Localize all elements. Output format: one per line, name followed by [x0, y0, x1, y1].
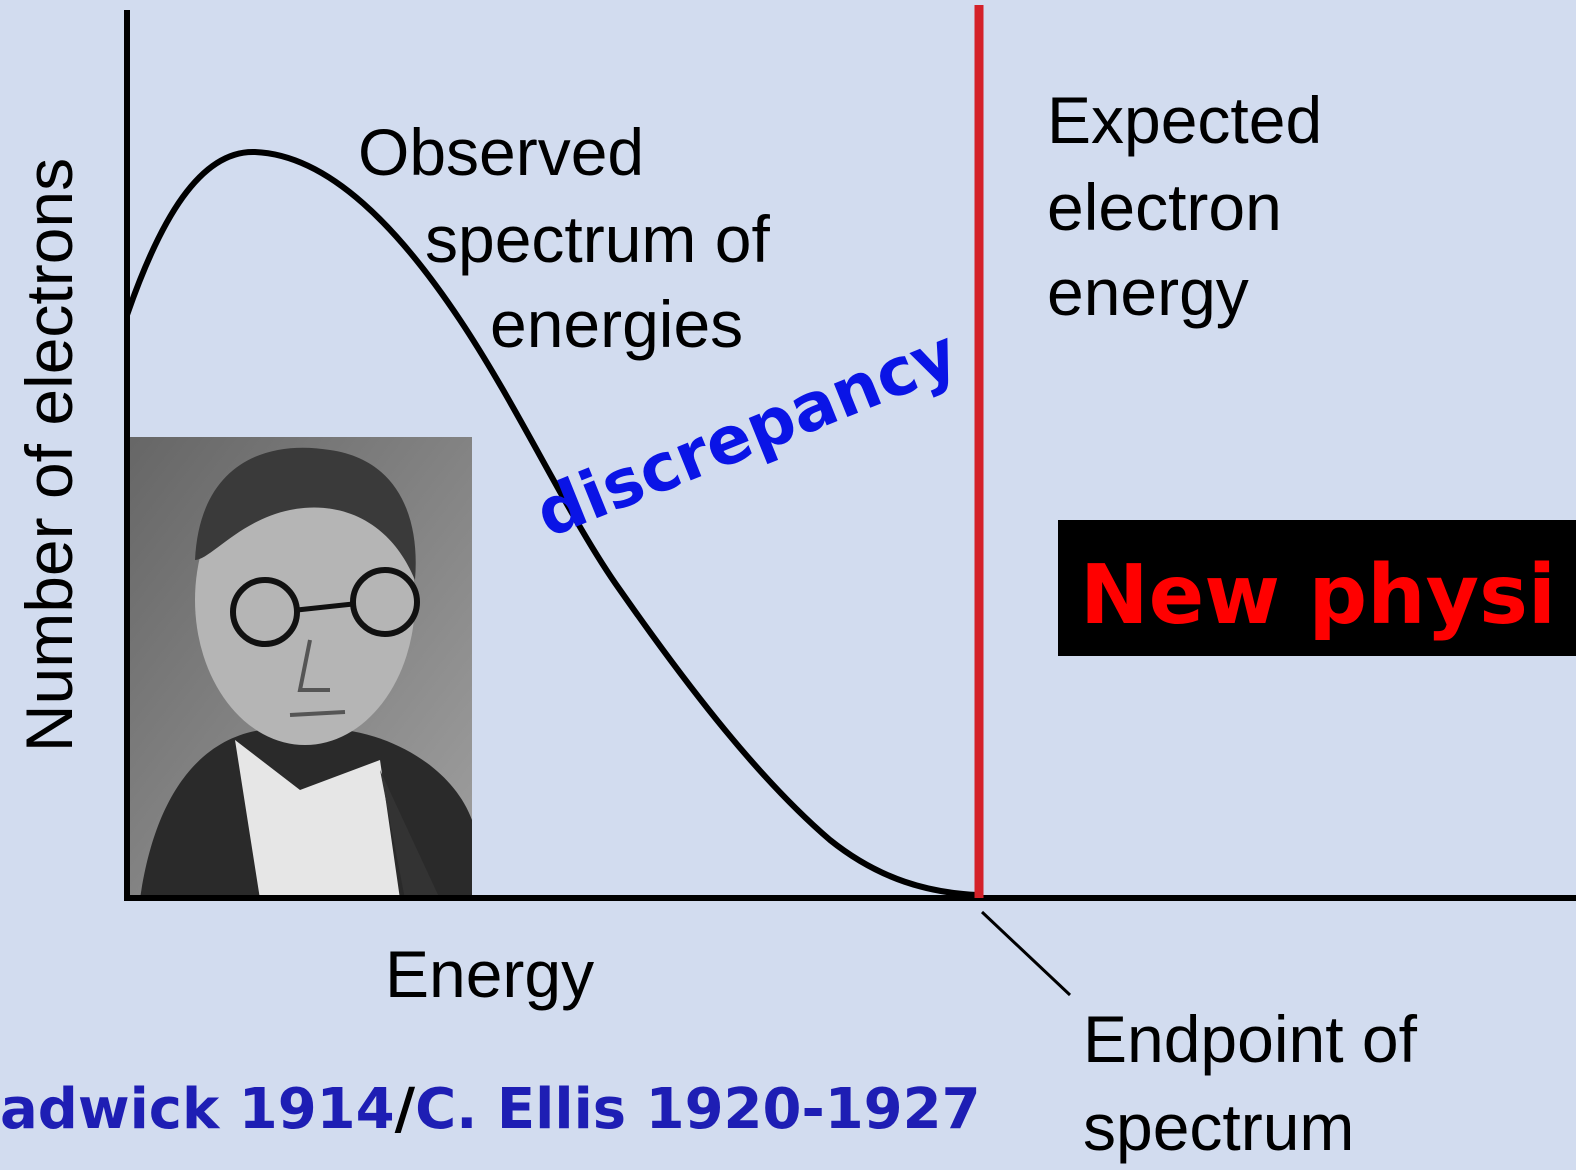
credit-part: adwick 1914 — [0, 1077, 395, 1142]
expected-label: energy — [1047, 255, 1249, 329]
endpoint-label: Endpoint of — [1083, 1002, 1418, 1076]
credit-part: C. Ellis 1920-1927 — [415, 1077, 981, 1142]
expected-label: Expected — [1047, 83, 1322, 157]
observed-label: Observed — [358, 115, 644, 189]
expected-label: electron — [1047, 170, 1282, 244]
x-axis-label: Energy — [385, 937, 594, 1011]
endpoint-label: spectrum — [1083, 1090, 1354, 1164]
credit-separator: / — [395, 1077, 416, 1142]
spectrum-curve — [124, 148, 979, 898]
new-physics-box — [1058, 520, 1576, 656]
observed-label: spectrum of — [425, 202, 770, 276]
endpoint-pointer — [980, 910, 1072, 997]
y-axis-label: Number of electrons — [12, 158, 86, 752]
new-physics-label: New physi — [1080, 548, 1556, 643]
portrait-photo — [125, 437, 472, 899]
credit: adwick 1914/C. Ellis 1920-1927 — [0, 1077, 981, 1142]
observed-label: energies — [490, 287, 743, 361]
